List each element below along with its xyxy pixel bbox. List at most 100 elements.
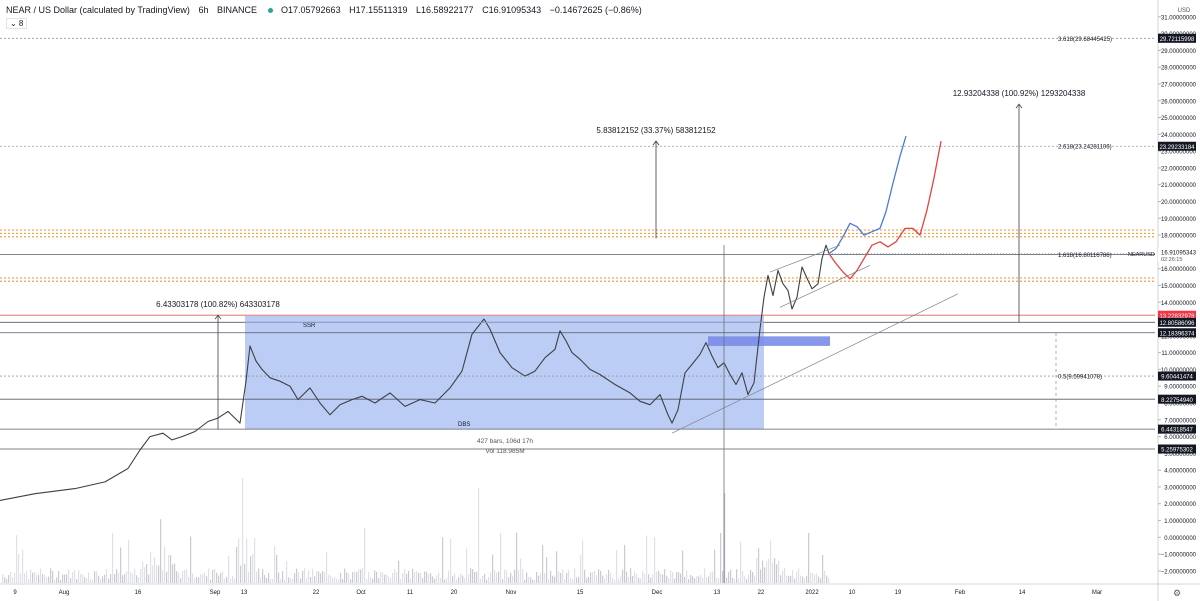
x-tick-label: 9: [13, 590, 17, 596]
volume-bar: [58, 571, 60, 583]
volume-bar: [618, 578, 620, 583]
volume-bar: [258, 568, 260, 583]
volume-bar: [640, 578, 642, 583]
volume-bar: [64, 574, 66, 583]
volume-bar: [776, 564, 778, 583]
volume-bar: [534, 579, 536, 583]
range-box-layer: SSR DBS 427 bars, 106d 17h Vol 118.985M: [245, 315, 830, 455]
volume-bar: [522, 568, 524, 583]
volume-bar: [312, 568, 314, 583]
y-tick-label: 2.00000000: [1164, 502, 1196, 508]
volume-bar: [110, 574, 112, 583]
volume-bar: [806, 575, 808, 583]
volume-bar: [650, 577, 652, 583]
time-axis[interactable]: 9 Aug 16 Sep 13 22 Oct 11 20 Nov 15 Dec 13 22 2022 10 19…: [0, 583, 1200, 598]
volume-bar: [520, 558, 522, 583]
volume-bar: [6, 579, 8, 583]
volume-bar: [658, 570, 660, 583]
volume-bar: [140, 569, 142, 583]
volume-bar: [40, 568, 42, 583]
volume-bar: [526, 572, 528, 583]
volume-bar: [126, 571, 128, 583]
x-tick-label: Nov: [506, 590, 517, 596]
volume-bar: [188, 577, 190, 583]
volume-bar: [114, 574, 116, 583]
volume-bar: [280, 578, 282, 583]
volume-bar: [70, 578, 72, 583]
volume-bar: [422, 578, 424, 583]
volume-bar: [20, 573, 22, 583]
volume-bar: [226, 576, 228, 583]
volume-bar: [672, 572, 674, 583]
y-tick-label: 5.00000000: [1164, 452, 1196, 458]
x-tick-label: Dec: [652, 590, 663, 596]
range-stats-volume: Vol 118.985M: [485, 448, 524, 455]
y-tick-label: 18.00000000: [1161, 234, 1197, 240]
x-tick-label: Oct: [356, 590, 366, 596]
y-tick-label: −1.00000000: [1161, 553, 1197, 559]
volume-bar: [450, 538, 452, 583]
y-tick-label: 8.00000000: [1164, 402, 1196, 408]
volume-bar: [266, 577, 268, 583]
volume-bar: [404, 568, 406, 583]
volume-bar: [620, 576, 622, 583]
volume-bar: [824, 570, 826, 583]
chart-header: NEAR / US Dollar (calculated by TradingV…: [6, 5, 648, 15]
volume-bar: [82, 574, 84, 583]
volume-bar: [106, 569, 108, 583]
volume-bar: [362, 568, 364, 583]
volume-bar: [32, 572, 34, 583]
volume-bar: [314, 576, 316, 583]
volume-bar: [592, 572, 594, 583]
x-tick-label: 20: [451, 590, 458, 596]
volume-bar: [324, 571, 326, 583]
volume-bar: [458, 577, 460, 583]
volume-bar: [138, 577, 140, 583]
volume-bar: [380, 571, 382, 583]
volume-bar: [298, 572, 300, 583]
interval-label[interactable]: 6h: [198, 5, 209, 15]
ohlc-change: −0.14672625 (−0.86%): [549, 5, 642, 15]
volume-bar: [736, 569, 738, 583]
level-price-badge: [1158, 394, 1196, 404]
ohlc-open: O17.05792663: [281, 5, 341, 15]
x-tick-label: 13: [714, 590, 721, 596]
volume-bar: [68, 569, 70, 583]
trend-line: [779, 265, 871, 308]
volume-bar: [224, 578, 226, 583]
volume-bar: [302, 570, 304, 583]
volume-bar: [72, 572, 74, 583]
volume-bar: [740, 541, 742, 583]
volume-bar: [132, 573, 134, 583]
y-tick-label: 20.00000000: [1161, 200, 1197, 206]
volume-bar: [270, 578, 272, 583]
volume-bar: [814, 574, 816, 583]
levels-layer: 3.618(29.68445425) 2.618(23.24281106) 1.61…: [0, 37, 1155, 450]
volume-bar: [648, 574, 650, 583]
volume-bar: [496, 572, 498, 583]
volume-bar: [584, 569, 586, 583]
exchange-label: BINANCE: [216, 5, 257, 15]
volume-bar: [274, 546, 276, 583]
volume-bar: [306, 577, 308, 583]
volume-bar: [480, 578, 482, 583]
volume-bar: [240, 565, 242, 583]
volume-bar: [452, 576, 454, 583]
volume-bar: [202, 574, 204, 583]
level-price-badge: [1158, 444, 1196, 454]
y-tick-label: 12.00000000: [1161, 334, 1197, 340]
x-tick-label: 15: [577, 590, 584, 596]
price-axis[interactable]: USD −2.00000000 −1.00000000 0.00000000 1.000…: [1157, 0, 1200, 601]
indicator-toggle-button[interactable]: ⌄ 8: [6, 18, 28, 29]
symbol-title[interactable]: NEAR / US Dollar (calculated by TradingV…: [6, 5, 190, 15]
volume-bar: [48, 576, 50, 583]
volume-bar: [432, 576, 434, 583]
volume-bar: [382, 572, 384, 583]
volume-bar: [750, 569, 752, 583]
bar-countdown: 02:26:15: [1161, 257, 1182, 263]
trend-line: [671, 293, 959, 434]
volume-bar: [680, 573, 682, 583]
y-tick-label: 7.00000000: [1164, 418, 1196, 424]
volume-bar: [546, 557, 548, 583]
